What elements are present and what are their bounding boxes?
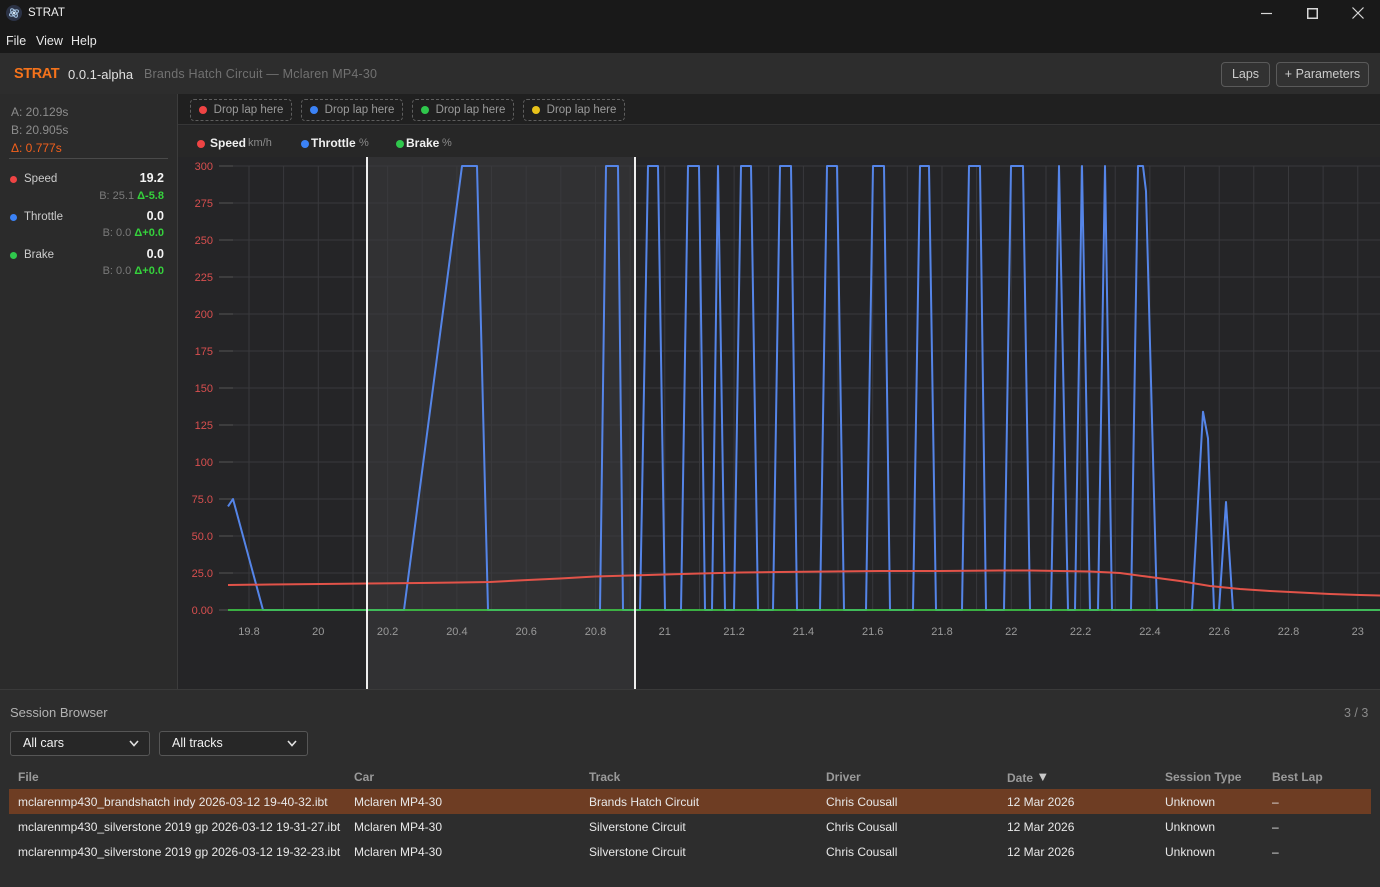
svg-text:20.4: 20.4 [446,626,467,638]
svg-text:21.2: 21.2 [723,626,744,638]
svg-text:300: 300 [195,161,213,173]
svg-text:275: 275 [195,198,213,210]
svg-text:200: 200 [195,309,213,321]
svg-text:22.2: 22.2 [1070,626,1091,638]
svg-text:225: 225 [195,272,213,284]
svg-text:250: 250 [195,235,213,247]
svg-text:22: 22 [1005,626,1017,638]
svg-text:19.8: 19.8 [238,626,259,638]
svg-text:20.8: 20.8 [585,626,606,638]
svg-text:175: 175 [195,346,213,358]
svg-text:50.0: 50.0 [192,531,213,543]
svg-text:25.0: 25.0 [192,568,213,580]
svg-text:150: 150 [195,383,213,395]
svg-text:21: 21 [659,626,671,638]
svg-text:21.4: 21.4 [793,626,814,638]
svg-text:0.00: 0.00 [192,605,213,617]
svg-text:20.6: 20.6 [515,626,536,638]
svg-text:22.6: 22.6 [1208,626,1229,638]
svg-text:75.0: 75.0 [192,494,213,506]
svg-text:20: 20 [312,626,324,638]
svg-text:21.6: 21.6 [862,626,883,638]
svg-text:125: 125 [195,420,213,432]
svg-text:23: 23 [1352,626,1364,638]
svg-text:21.8: 21.8 [931,626,952,638]
svg-text:22.4: 22.4 [1139,626,1160,638]
svg-text:20.2: 20.2 [377,626,398,638]
svg-text:100: 100 [195,457,213,469]
svg-text:22.8: 22.8 [1278,626,1299,638]
